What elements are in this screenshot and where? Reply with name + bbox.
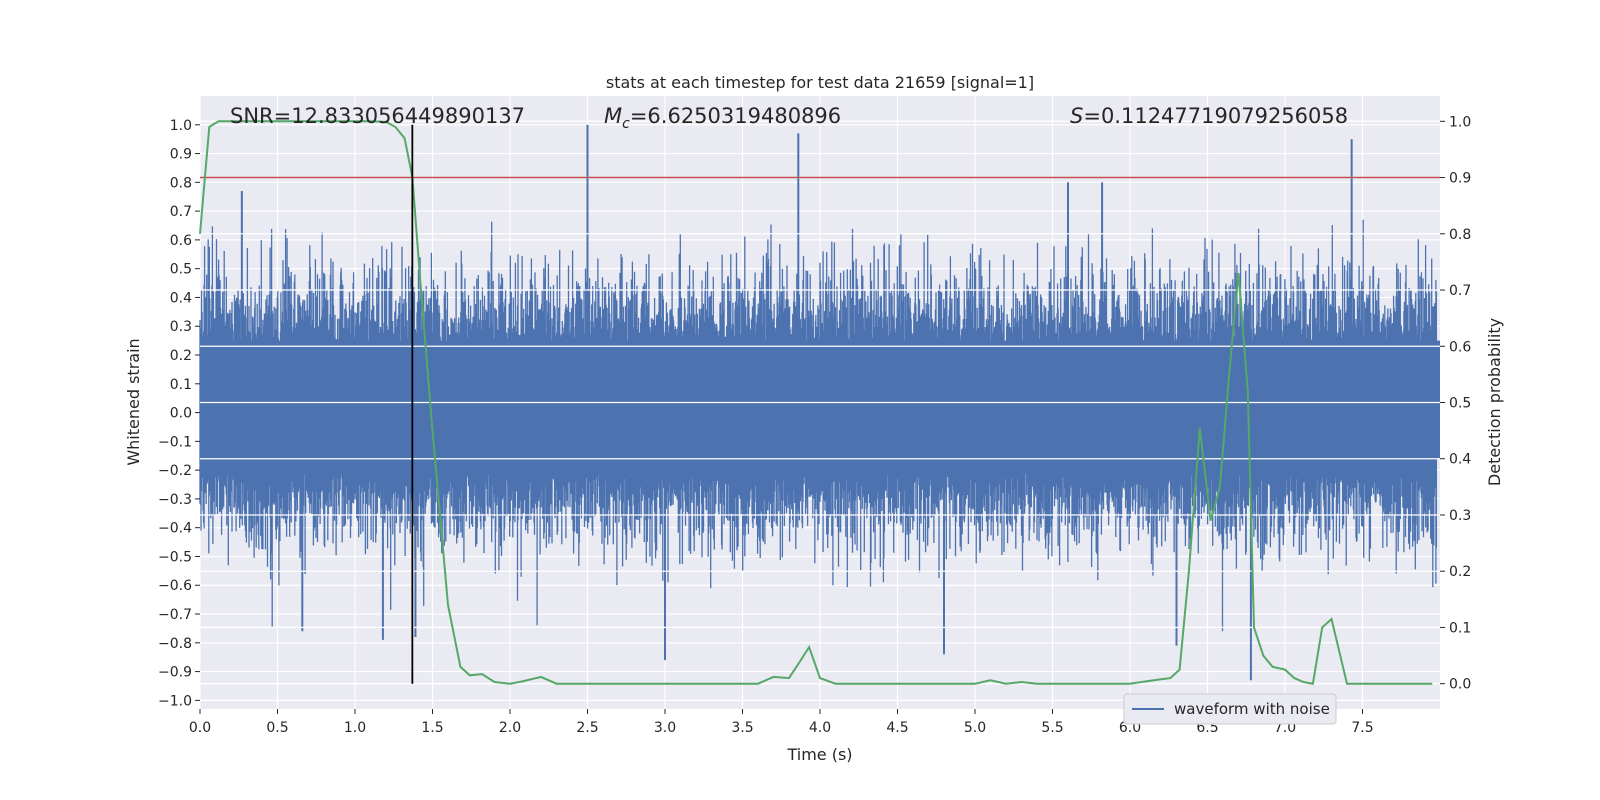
x-axis-ticks: 0.0 0.5 1.0 1.5 2.0 2.5 3.0 3.5 4.0 4.5 5.0 5.5 6.0 6… — [189, 709, 1374, 736]
y-left-tick-label-15: −0.5 — [158, 549, 192, 565]
y-left-tick-label-13: −0.3 — [158, 492, 192, 508]
y-right-tick-label-3: 0.7 — [1449, 283, 1471, 299]
y-right-tick-label-9: 0.1 — [1449, 620, 1471, 636]
y-left-tick-label-7: 0.3 — [170, 319, 192, 335]
y-right-tick-label-7: 0.3 — [1449, 508, 1471, 524]
annotation-s-symbol: S — [1070, 104, 1083, 128]
annotation-chirp-mass-symbol: M — [604, 104, 622, 128]
annotation-s: S=0.11247719079256058 — [1070, 104, 1348, 128]
y-left-tick-label-12: −0.2 — [158, 463, 192, 479]
annotation-chirp-mass: Mc=6.6250319480896 — [604, 104, 841, 132]
y-left-tick-label-2: 0.8 — [170, 175, 192, 191]
x-tick-label-2: 1.0 — [344, 720, 366, 736]
annotation-chirp-mass-subscript: c — [622, 116, 630, 132]
y-right-axis-ticks: 1.0 0.9 0.8 0.7 0.6 0.5 0.4 0.3 0.2 0.1 0.0 — [1440, 114, 1471, 693]
y-left-tick-label-0: 1.0 — [170, 118, 192, 134]
y-left-tick-label-16: −0.6 — [158, 578, 192, 594]
y-left-tick-label-14: −0.4 — [158, 521, 192, 537]
x-tick-label-11: 5.5 — [1041, 720, 1063, 736]
y-left-tick-label-3: 0.7 — [170, 204, 192, 220]
probability-line — [199, 120, 1433, 685]
y-left-tick-label-4: 0.6 — [170, 233, 192, 249]
series-detection-probability — [199, 120, 1433, 685]
y-left-tick-label-18: −0.8 — [158, 636, 192, 652]
x-axis-label: Time (s) — [786, 745, 852, 764]
waveform-noise-trace — [199, 219, 1438, 632]
y-right-tick-label-6: 0.4 — [1449, 452, 1471, 468]
y-left-tick-label-6: 0.4 — [170, 290, 192, 306]
chart-title: stats at each timestep for test data 216… — [606, 73, 1034, 92]
y-right-tick-label-5: 0.5 — [1449, 396, 1471, 412]
y-left-tick-label-8: 0.2 — [170, 348, 192, 364]
x-tick-label-5: 2.5 — [576, 720, 598, 736]
y-left-tick-label-5: 0.5 — [170, 262, 192, 278]
y-left-tick-label-17: −0.7 — [158, 607, 192, 623]
x-tick-label-8: 4.0 — [809, 720, 831, 736]
y-right-tick-label-1: 0.9 — [1449, 171, 1471, 187]
y-right-tick-label-4: 0.6 — [1449, 339, 1471, 355]
x-tick-label-3: 1.5 — [421, 720, 443, 736]
series-waveform-with-noise — [199, 120, 1440, 685]
annotation-s-value: =0.11247719079256058 — [1083, 104, 1348, 128]
x-tick-label-10: 5.0 — [964, 720, 986, 736]
y-left-axis-ticks: 1.0 0.9 0.8 0.7 0.6 0.5 0.4 0.3 0.2 0.1 0.0 −0.1 −0.… — [158, 118, 200, 709]
y-left-tick-label-20: −1.0 — [158, 693, 192, 709]
x-tick-label-4: 2.0 — [499, 720, 521, 736]
x-tick-label-15: 7.5 — [1351, 720, 1373, 736]
y-right-tick-label-2: 0.8 — [1449, 227, 1471, 243]
y-right-tick-label-0: 1.0 — [1449, 114, 1471, 130]
x-tick-label-6: 3.0 — [654, 720, 676, 736]
y-right-axis-label: Detection probability — [1485, 318, 1504, 486]
y-left-tick-label-1: 0.9 — [170, 147, 192, 163]
y-right-tick-label-8: 0.2 — [1449, 564, 1471, 580]
annotation-chirp-mass-value: =6.6250319480896 — [630, 104, 841, 128]
legend: waveform with noise — [1123, 693, 1337, 725]
legend-box — [1123, 693, 1337, 725]
x-tick-label-1: 0.5 — [266, 720, 288, 736]
y-left-tick-label-10: 0.0 — [170, 406, 192, 422]
y-left-axis-label: Whitened strain — [124, 338, 143, 465]
annotation-snr: SNR=12.833056449890137 — [230, 104, 525, 128]
x-tick-label-9: 4.5 — [886, 720, 908, 736]
y-left-tick-label-19: −0.9 — [158, 665, 192, 681]
legend-entry-waveform: waveform with noise — [1174, 700, 1330, 718]
x-tick-label-0: 0.0 — [189, 720, 211, 736]
x-tick-label-7: 3.5 — [731, 720, 753, 736]
y-right-tick-label-10: 0.0 — [1449, 677, 1471, 693]
y-left-tick-label-11: −0.1 — [158, 434, 192, 450]
y-left-tick-label-9: 0.1 — [170, 377, 192, 393]
